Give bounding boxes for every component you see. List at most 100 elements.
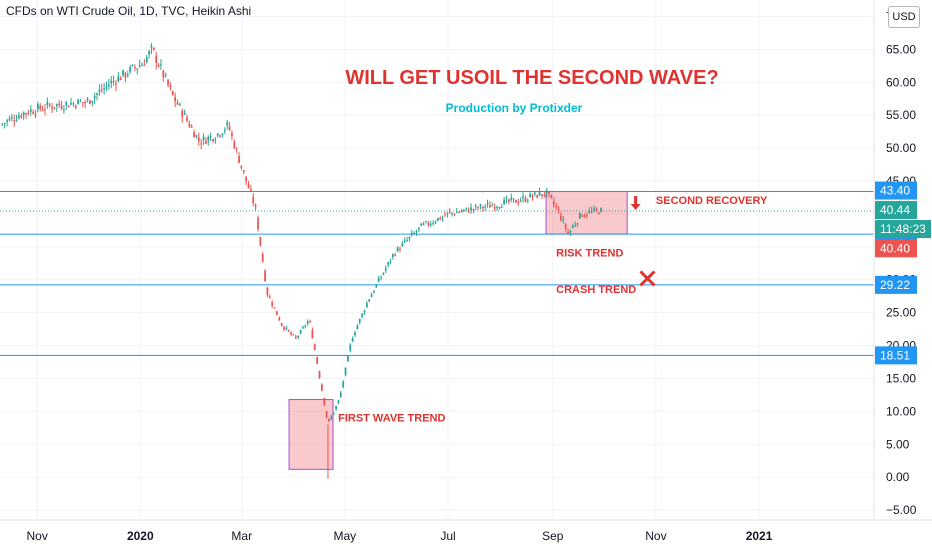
candle-body — [209, 136, 212, 138]
currency-button[interactable]: USD — [888, 6, 920, 28]
symbol-title[interactable]: CFDs on WTI Crude Oil, 1D, TVC, Heikin A… — [6, 4, 252, 18]
candle-body — [439, 218, 442, 220]
candle-body — [164, 74, 167, 76]
candle-body — [313, 344, 316, 350]
candle-body — [491, 205, 494, 207]
candle-body — [219, 135, 221, 137]
candle-body — [115, 83, 117, 85]
candle-body — [484, 206, 487, 208]
annotation-label: FIRST WAVE TREND — [338, 412, 445, 424]
candle-body — [131, 64, 134, 66]
candle-body — [396, 247, 399, 252]
candle-body — [342, 381, 345, 388]
candle-body — [472, 208, 475, 210]
candle-body — [200, 143, 203, 145]
price-tag-label: 29.22 — [880, 278, 910, 292]
candle-body — [188, 123, 191, 127]
candle-body — [318, 371, 321, 378]
candle-body — [122, 69, 124, 75]
candle-body — [278, 317, 281, 321]
candle-body — [228, 126, 231, 130]
candle-body — [129, 66, 132, 72]
candle-body — [150, 45, 153, 48]
candle-body — [212, 139, 214, 142]
candle-body — [569, 230, 572, 233]
candle-body — [351, 338, 354, 342]
price-tag — [875, 346, 917, 365]
candle-body — [81, 102, 84, 104]
candle-body — [600, 207, 603, 212]
candle-body — [60, 106, 63, 109]
price-tag-label: 40.44 — [880, 203, 910, 217]
candle-body — [401, 243, 404, 247]
price-tag — [875, 181, 917, 200]
candle-body — [422, 223, 425, 225]
candle-body — [418, 227, 420, 229]
candle-body — [541, 194, 543, 196]
candle-body — [373, 291, 375, 293]
candle-body — [261, 253, 264, 262]
candle-body — [226, 121, 229, 126]
candle-body — [294, 336, 297, 339]
candle-body — [356, 325, 359, 330]
candle-body — [474, 205, 477, 207]
candle-body — [597, 212, 600, 215]
candle-body — [524, 198, 527, 202]
candle-body — [157, 65, 160, 67]
candle-body — [576, 223, 579, 225]
candle-body — [306, 321, 309, 324]
candle-body — [183, 112, 186, 115]
candle-body — [98, 89, 101, 92]
candle-body — [190, 126, 193, 128]
candle-body — [167, 79, 169, 85]
candle-body — [252, 197, 255, 203]
candle-body — [162, 70, 165, 78]
chart-grid — [0, 0, 874, 520]
candle-body — [214, 139, 217, 141]
candle-body — [595, 208, 598, 210]
candle-body — [365, 303, 368, 307]
candle-body — [84, 102, 87, 104]
candle-body — [280, 322, 283, 326]
price-tag — [875, 201, 917, 220]
y-tick-label: 5.00 — [886, 437, 910, 451]
candle-body — [382, 272, 385, 275]
price-tag-label: 40.40 — [880, 241, 910, 255]
chart-title: WILL GET USOIL THE SECOND WAVE? — [345, 67, 718, 89]
candle-body — [65, 102, 68, 106]
candle-body — [323, 398, 326, 406]
candle-body — [581, 215, 584, 217]
time-axis[interactable]: Nov 2020 Mar May Jul Sep Nov 2021 — [27, 529, 773, 543]
candle-body — [432, 223, 434, 225]
candle-body — [536, 195, 539, 198]
candle-body — [276, 311, 278, 316]
candle-body — [145, 57, 148, 63]
candle-body — [434, 221, 437, 223]
candle-body — [339, 392, 342, 397]
candle-body — [169, 85, 172, 88]
candle-body — [389, 260, 392, 262]
candle-body — [32, 112, 35, 114]
candle-body — [441, 216, 444, 218]
candle-body — [420, 223, 423, 226]
candle-body — [413, 232, 416, 234]
candle-body — [29, 109, 32, 112]
candlestick-series — [1, 43, 603, 479]
candle-body — [316, 357, 319, 364]
candle-body — [242, 170, 245, 172]
cross-icon — [639, 270, 656, 287]
candle-body — [72, 103, 75, 105]
candle-body — [271, 302, 274, 306]
candle-body — [138, 65, 141, 67]
candle-body — [330, 416, 333, 420]
candle-body — [245, 176, 248, 182]
candle-body — [562, 219, 565, 221]
price-axis[interactable]: −5.000.005.0010.0015.0020.0025.0030.0035… — [886, 9, 917, 517]
candle-body — [240, 165, 243, 168]
candle-body — [344, 367, 347, 376]
candle-body — [403, 240, 406, 242]
candle-body — [347, 355, 349, 362]
candle-body — [304, 325, 307, 327]
candle-body — [557, 209, 560, 211]
